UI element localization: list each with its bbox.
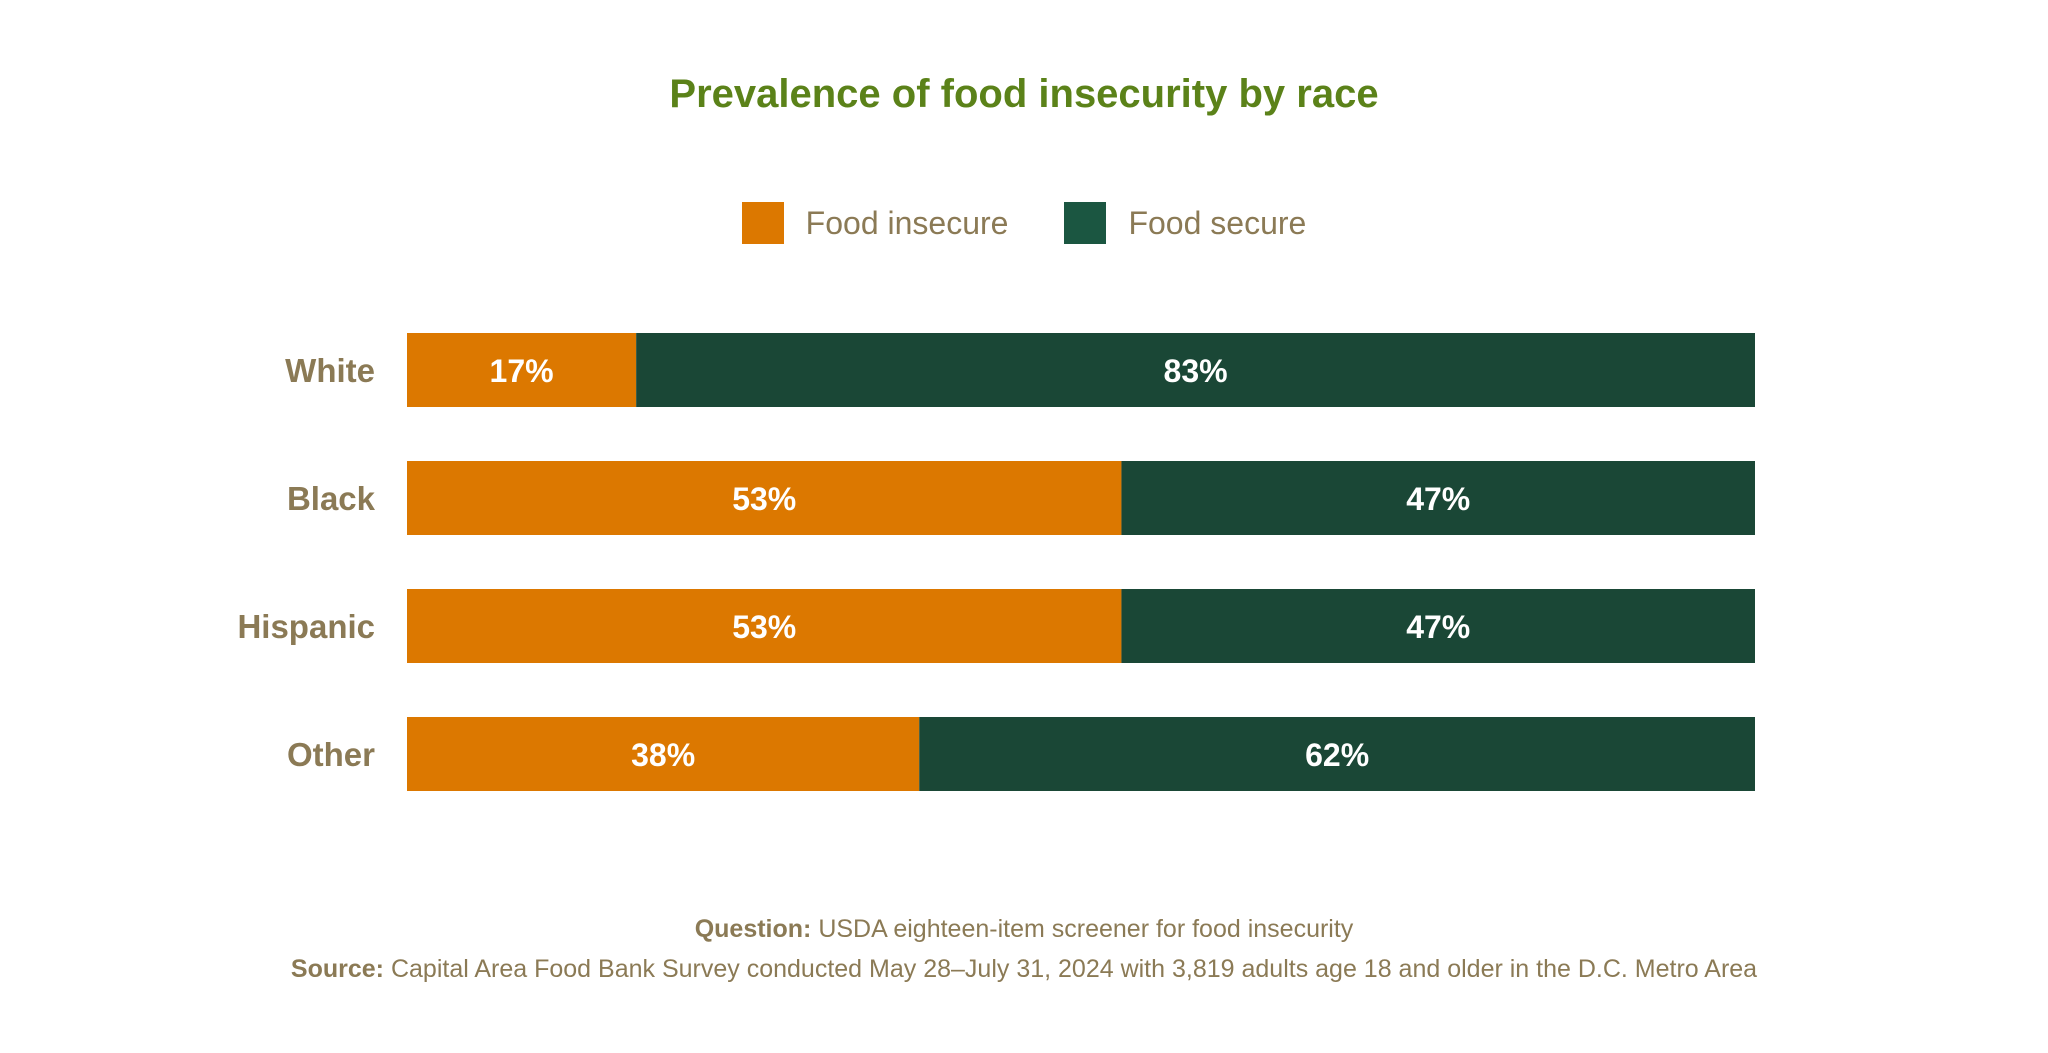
legend-item-food-insecure: Food insecure [741, 202, 1009, 244]
bar-segment-food-secure [1121, 589, 1755, 663]
data-label: 38% [631, 737, 695, 773]
data-label: 53% [732, 609, 796, 645]
category-label: White [285, 352, 375, 389]
legend: Food insecure Food secure [0, 202, 2048, 244]
legend-label: Food insecure [805, 204, 1009, 241]
chart-title: Prevalence of food insecurity by race [669, 72, 1379, 116]
legend-item-food-secure: Food secure [1064, 202, 1306, 244]
data-label: 53% [732, 481, 796, 517]
data-label: 62% [1305, 737, 1369, 773]
bar-segment-food-secure [1121, 461, 1755, 535]
bar-segment-food-secure [636, 333, 1756, 407]
category-label: Hispanic [237, 608, 375, 645]
category-label: Other [287, 736, 375, 773]
bar-segment-food-insecure [407, 461, 1122, 535]
bar-segment-food-secure [919, 717, 1755, 791]
legend-label: Food secure [1128, 204, 1307, 241]
source-text: Capital Area Food Bank Survey conducted … [384, 955, 1758, 983]
data-label: 47% [1406, 609, 1470, 645]
question-text: USDA eighteen-item screener for food ins… [811, 915, 1354, 943]
data-label: 17% [490, 353, 554, 389]
category-label: Black [287, 480, 376, 517]
question-label: Question: [694, 915, 812, 943]
bar-segment-food-insecure [407, 333, 637, 407]
legend-swatch-food-secure [1064, 202, 1107, 244]
source-label: Source: [290, 955, 385, 983]
data-label: 47% [1406, 481, 1470, 517]
bar-segment-food-insecure [407, 717, 920, 791]
data-label: 83% [1164, 353, 1228, 389]
footer-source: Source: Capital Area Food Bank Survey co… [0, 955, 2048, 984]
legend-swatch-food-insecure [741, 202, 784, 244]
bar-segment-food-insecure [407, 589, 1122, 663]
footer-question: Question: USDA eighteen-item screener fo… [0, 915, 2048, 944]
